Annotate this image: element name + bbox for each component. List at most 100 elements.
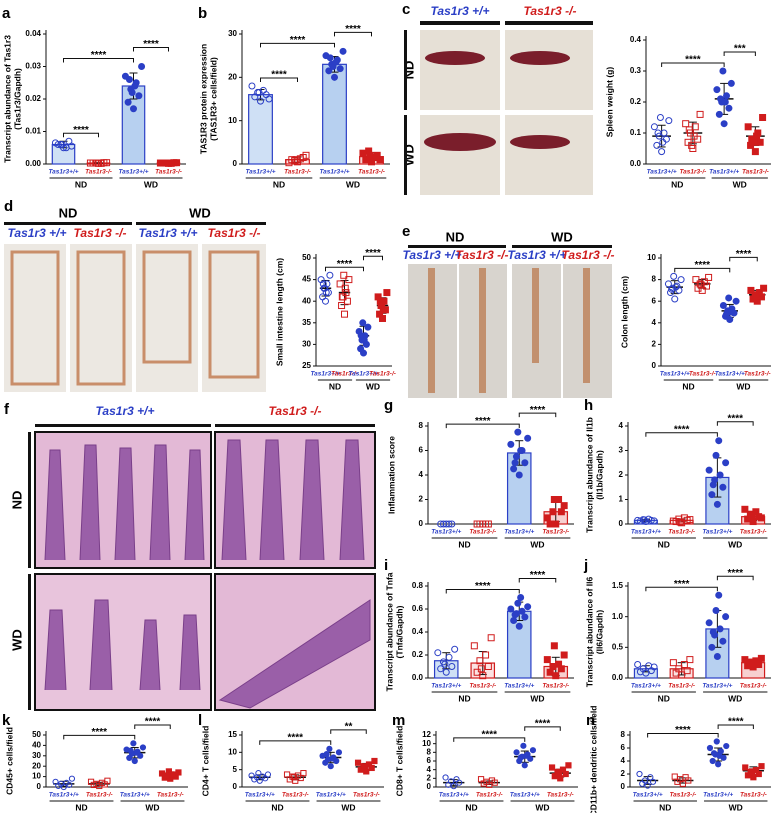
genotype-label: Tas1r3 +/+ bbox=[96, 404, 155, 418]
data-point bbox=[710, 750, 718, 757]
photo bbox=[4, 244, 66, 392]
photo-panel-e: e ND WD Tas1r3 +/+ Tas1r3 -/- Tas1r3 +/+… bbox=[402, 223, 614, 398]
data-point bbox=[668, 285, 676, 293]
data-point bbox=[712, 451, 720, 459]
y-tick-label: 0.8 bbox=[412, 581, 424, 590]
data-point bbox=[667, 289, 675, 297]
data-point bbox=[649, 778, 657, 785]
data-point bbox=[748, 658, 756, 666]
data-point bbox=[326, 745, 333, 752]
x-tick-label: Tas1r3+/+ bbox=[316, 792, 346, 799]
photo-panel-d: d ND WD Tas1r3 +/+ Tas1r3 -/- Tas1r3 +/+… bbox=[4, 198, 266, 392]
data-point bbox=[518, 607, 526, 615]
data-point bbox=[748, 768, 756, 775]
panel-letter: l bbox=[198, 712, 202, 729]
group-label: WD bbox=[729, 802, 743, 812]
data-point bbox=[437, 665, 445, 673]
side-bar bbox=[404, 30, 407, 110]
data-point bbox=[448, 663, 456, 670]
data-point bbox=[716, 471, 724, 479]
data-point bbox=[265, 95, 273, 103]
significance-label: **** bbox=[674, 424, 690, 435]
data-point bbox=[705, 273, 713, 281]
data-point bbox=[686, 656, 694, 664]
data-point bbox=[757, 514, 765, 522]
data-point bbox=[524, 434, 532, 442]
x-tick-label: Tas1r3+/+ bbox=[631, 529, 661, 536]
data-point bbox=[364, 323, 372, 331]
x-tick-label: Tas1r3+/+ bbox=[348, 371, 378, 378]
group-label: WD bbox=[144, 179, 158, 189]
y-tick-label: 4 bbox=[619, 421, 624, 430]
group-label: WD bbox=[728, 539, 742, 549]
y-tick-label: 2 bbox=[419, 495, 424, 504]
significance-bracket bbox=[645, 432, 718, 437]
diet-label: WD bbox=[9, 629, 24, 651]
data-point bbox=[708, 491, 716, 499]
group-label: ND bbox=[671, 179, 683, 189]
y-axis-label: (Il1b/Gapdh) bbox=[594, 450, 604, 500]
group-label: WD bbox=[530, 539, 544, 549]
y-axis-label: CD8+ T cells/field bbox=[394, 726, 404, 797]
data-point bbox=[332, 58, 340, 66]
x-tick-label: Tas1r3+/+ bbox=[431, 529, 461, 536]
y-axis-label: Spleen weight (g) bbox=[604, 67, 614, 138]
data-point bbox=[555, 770, 562, 777]
data-point bbox=[719, 67, 727, 75]
significance-label: **** bbox=[365, 248, 381, 259]
y-tick-label: 30 bbox=[32, 751, 41, 760]
y-axis-label: Transcript abundance of Tas1r3 bbox=[2, 35, 12, 163]
data-point bbox=[376, 156, 384, 164]
data-point bbox=[658, 148, 666, 156]
y-tick-label: 0.2 bbox=[412, 650, 424, 659]
data-point bbox=[719, 483, 727, 491]
significance-bracket bbox=[133, 47, 169, 52]
data-point bbox=[725, 104, 733, 112]
data-point bbox=[682, 120, 690, 128]
data-point bbox=[487, 634, 495, 642]
y-tick-label: 0.0 bbox=[630, 159, 642, 168]
data-point bbox=[68, 142, 76, 150]
data-point bbox=[341, 310, 348, 318]
data-point bbox=[524, 603, 532, 611]
panel-letter: j bbox=[583, 557, 588, 574]
y-tick-label: 6 bbox=[621, 743, 626, 752]
significance-bracket bbox=[717, 724, 754, 729]
panel-letter: i bbox=[384, 557, 388, 574]
data-point bbox=[723, 742, 730, 750]
spleen bbox=[510, 135, 570, 149]
data-point bbox=[511, 459, 519, 467]
y-tick-label: 40 bbox=[32, 741, 41, 750]
data-point bbox=[706, 744, 714, 752]
y-tick-label: 10 bbox=[228, 116, 237, 125]
group-label: ND bbox=[659, 802, 671, 812]
data-point bbox=[133, 749, 140, 756]
data-point bbox=[677, 276, 685, 284]
group-label: WD bbox=[341, 802, 355, 812]
significance-label: **** bbox=[475, 416, 491, 427]
data-point bbox=[759, 114, 767, 121]
data-point bbox=[650, 663, 658, 671]
data-point bbox=[376, 310, 384, 318]
y-tick-label: 0 bbox=[419, 519, 424, 528]
data-point bbox=[257, 97, 264, 105]
genotype-label: Tas1r3 +/+ bbox=[139, 226, 198, 240]
x-tick-label: Tas1r3+/+ bbox=[310, 371, 340, 378]
x-tick-label: Tas1r3+/+ bbox=[647, 169, 677, 176]
data-point bbox=[163, 772, 170, 779]
data-point bbox=[137, 752, 144, 759]
data-point bbox=[513, 749, 520, 756]
genotype-label: Tas1r3 +/+ bbox=[431, 4, 490, 18]
intestine bbox=[142, 250, 192, 364]
x-tick-label: Tas1r3-/- bbox=[85, 169, 112, 176]
x-tick-label: Tas1r3-/- bbox=[282, 792, 309, 799]
data-point bbox=[248, 772, 255, 779]
data-point bbox=[326, 54, 334, 62]
header-bar bbox=[4, 222, 132, 225]
y-tick-label: 12 bbox=[422, 730, 431, 739]
bar bbox=[248, 94, 273, 165]
y-tick-label: 50 bbox=[32, 730, 41, 739]
data-point bbox=[741, 505, 749, 513]
side-bar bbox=[404, 115, 407, 195]
spleen bbox=[510, 51, 570, 65]
